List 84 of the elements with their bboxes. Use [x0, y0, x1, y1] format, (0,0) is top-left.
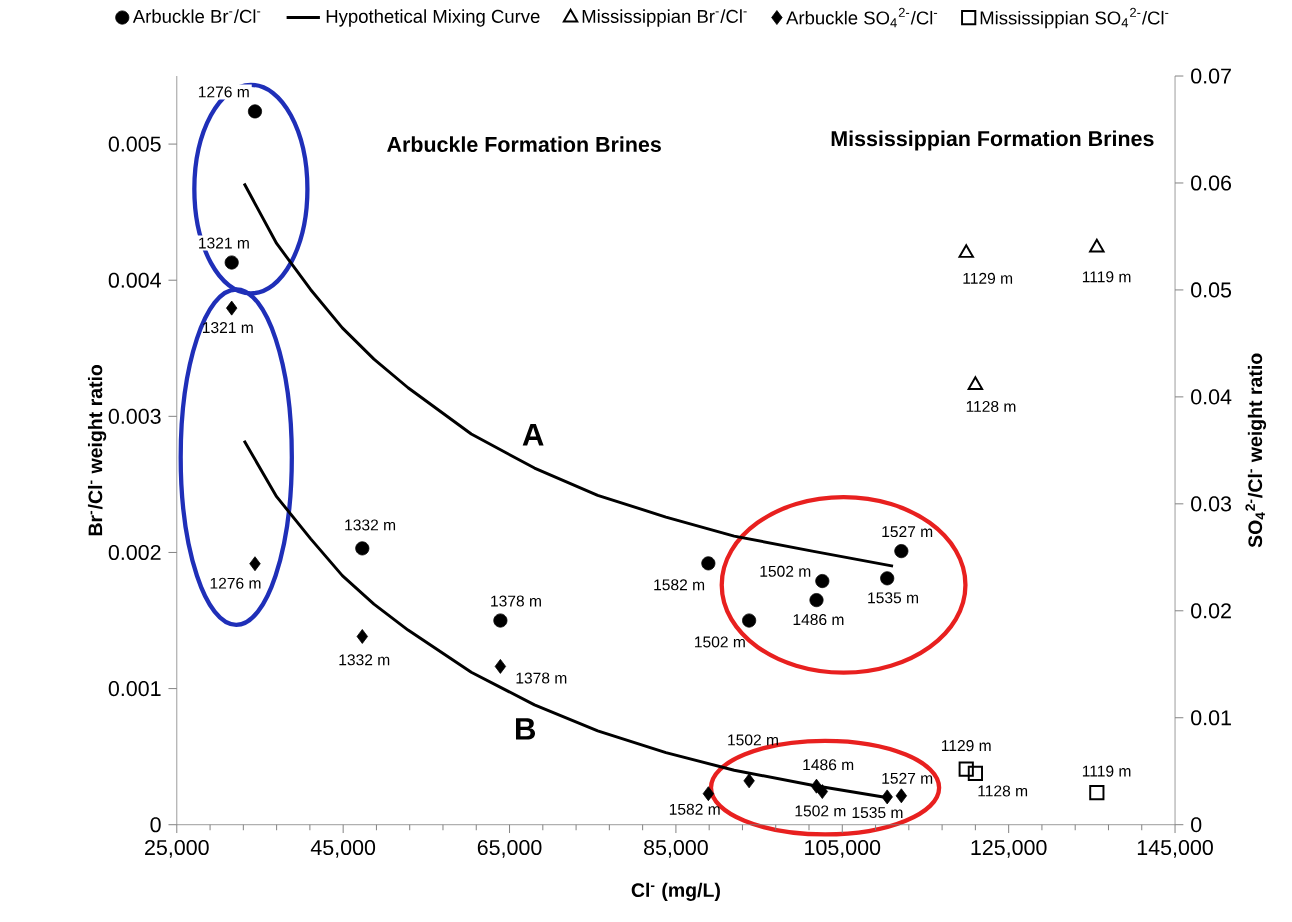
y2-tick-label: 0.06	[1191, 175, 1232, 191]
annotation: 1535 m	[852, 806, 903, 818]
point	[1089, 238, 1105, 253]
y-tick-label: 0.002	[108, 544, 161, 560]
point	[702, 786, 715, 801]
annotation: B	[515, 718, 536, 740]
point	[894, 543, 909, 559]
annotation: 1535 m	[868, 592, 919, 604]
y2-tick-label: 0.04	[1191, 389, 1232, 405]
point	[356, 628, 368, 644]
point	[742, 613, 757, 628]
legend-label: Hypothetical Mixing Curve	[326, 9, 540, 27]
annotation: 1128 m	[966, 400, 1016, 412]
annotation: 1321 m	[199, 237, 249, 249]
point	[355, 541, 370, 556]
annotation: 1502 m	[760, 565, 811, 577]
annotation: 1332 m	[345, 519, 396, 531]
legend-label: Mississippian Br$^{-}$/Cl$^{-}$	[582, 9, 747, 27]
y2-tick-label: 0.05	[1191, 282, 1232, 298]
y-tick-label: 0	[150, 817, 161, 833]
annotation: 1276 m	[198, 86, 249, 98]
point	[816, 784, 828, 799]
point	[967, 765, 983, 781]
y2-tick-label: 0.07	[1191, 68, 1231, 84]
annotation: 1502 m	[795, 805, 846, 817]
point	[226, 300, 238, 316]
y-tick-label: 0.005	[108, 136, 161, 152]
point	[493, 613, 508, 628]
y-tick-label: 0.003	[108, 408, 161, 424]
x-tick-label: 65,000	[477, 839, 542, 858]
annotation: 1486 m	[793, 613, 844, 626]
point	[967, 376, 984, 390]
annotation: Mississippian Formation Brines	[831, 130, 1154, 151]
y2-tick-label: 0.03	[1191, 496, 1232, 512]
point	[881, 789, 893, 805]
annotation: 1119 m	[1082, 765, 1131, 777]
point	[1089, 784, 1105, 801]
x-tick-label: 45,000	[310, 839, 376, 858]
point	[743, 773, 755, 789]
point	[224, 255, 239, 270]
annotation: Arbuckle Formation Brines	[387, 136, 661, 152]
point	[958, 761, 974, 777]
annotation: 1332 m	[339, 654, 390, 666]
annotation: 1582 m	[654, 579, 705, 591]
y2-axis-title: SO$_{4}$$^{2-}$/Cl$^{-}$ weight ratio	[1245, 353, 1267, 548]
annotation: 1502 m	[728, 734, 778, 746]
x-tick-label: 145,000	[1137, 839, 1213, 858]
x-tick-label: 125,000	[971, 839, 1047, 858]
y-tick-label: 0.004	[108, 272, 161, 288]
y2-tick-label: 0.01	[1191, 710, 1231, 726]
x-tick-label: 25,000	[145, 839, 209, 858]
annotation: 1502 m	[695, 636, 745, 648]
annotation: 1128 m	[978, 785, 1028, 797]
point	[958, 244, 974, 258]
x-tick-label: 85,000	[644, 839, 708, 858]
point	[249, 556, 261, 572]
point	[880, 571, 895, 586]
point	[247, 104, 262, 119]
annotation: 1582 m	[669, 803, 720, 815]
legend-label: Arbuckle SO$_{4}$$^{2-}$/Cl$^{-}$	[786, 7, 938, 28]
x-tick-label: 105,000	[805, 839, 881, 858]
y-tick-label: 0.001	[108, 680, 161, 697]
point	[895, 788, 907, 804]
y2-tick-label: 0	[1191, 817, 1202, 833]
annotation: 1129 m	[963, 272, 1013, 284]
point	[815, 573, 830, 588]
point	[494, 658, 507, 674]
annotation: 1321 m	[202, 322, 253, 334]
point	[809, 592, 824, 608]
annotation: 1486 m	[803, 759, 854, 771]
x-axis-title: Cl$^{-}$ (mg/L)	[631, 882, 720, 901]
annotation: 1276 m	[210, 577, 261, 589]
point	[701, 556, 716, 571]
annotation: A	[522, 423, 544, 446]
legend-label: Arbuckle Br$^{-}$/Cl$^{-}$	[132, 9, 261, 23]
annotation: 1378 m	[491, 595, 541, 607]
annotation: 1129 m	[941, 740, 991, 752]
annotation: 1527 m	[882, 525, 933, 538]
legend-label: Mississippian SO$_{4}$$^{2-}$/Cl$^{-}$	[980, 7, 1169, 29]
annotation: 1378 m	[516, 672, 567, 684]
annotation: 1527 m	[882, 772, 933, 784]
y2-tick-label: 0.02	[1191, 603, 1231, 619]
annotation: 1119 m	[1082, 271, 1131, 283]
y-axis-title: Br$^{-}$/Cl$^{-}$ weight ratio	[87, 364, 107, 536]
